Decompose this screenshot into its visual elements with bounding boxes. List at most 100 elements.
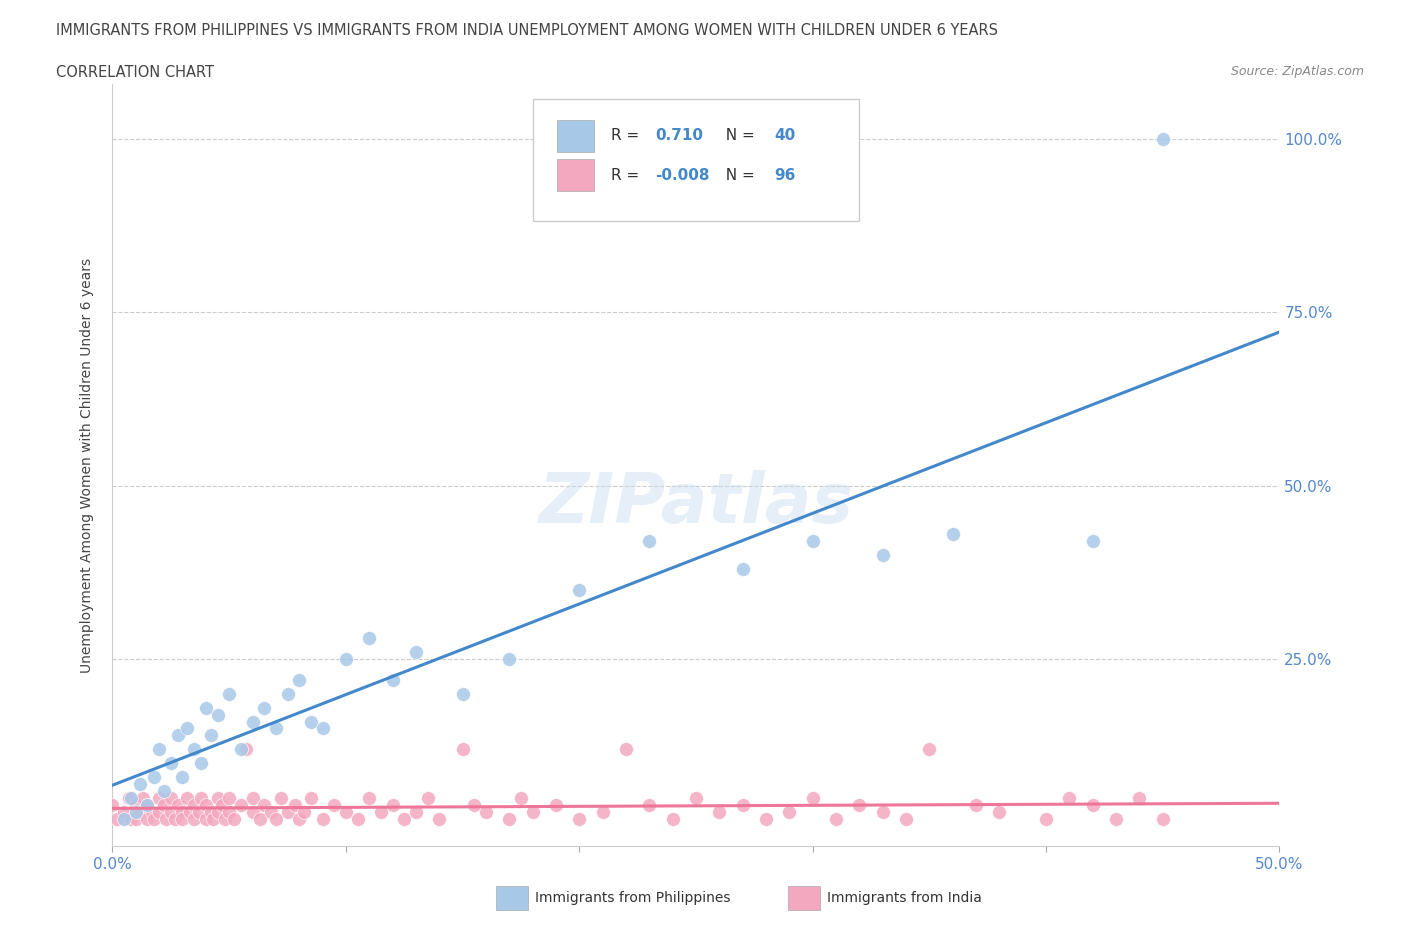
Point: [183, 811, 205, 826]
Point: [392, 811, 416, 826]
Point: [709, 804, 731, 819]
Point: [568, 582, 591, 597]
Point: [229, 742, 252, 757]
Point: [229, 797, 252, 812]
Point: [323, 797, 346, 812]
Point: [335, 804, 357, 819]
Point: [207, 707, 229, 722]
Point: [249, 811, 271, 826]
Point: [359, 631, 381, 645]
Point: [498, 652, 520, 667]
Point: [451, 686, 474, 701]
Point: [755, 811, 778, 826]
Point: [416, 790, 439, 805]
Point: [136, 811, 159, 826]
Point: [544, 797, 567, 812]
Point: [638, 797, 661, 812]
Point: [187, 804, 209, 819]
Point: [132, 790, 155, 805]
Point: [179, 804, 201, 819]
Point: [475, 804, 498, 819]
Point: [218, 686, 240, 701]
FancyBboxPatch shape: [533, 99, 859, 221]
Point: [118, 790, 141, 805]
Point: [1081, 797, 1104, 812]
Point: [405, 804, 427, 819]
Point: [125, 811, 148, 826]
FancyBboxPatch shape: [557, 159, 595, 192]
Point: [260, 804, 283, 819]
Point: [942, 527, 965, 542]
Point: [1152, 811, 1174, 826]
Text: -0.008: -0.008: [655, 167, 710, 182]
Point: [801, 534, 824, 549]
Point: [143, 769, 166, 784]
FancyBboxPatch shape: [557, 120, 595, 152]
Point: [148, 790, 170, 805]
Point: [194, 811, 217, 826]
Point: [1081, 534, 1104, 549]
Point: [148, 804, 170, 819]
Point: [801, 790, 824, 805]
Point: [498, 811, 520, 826]
Text: Immigrants from Philippines: Immigrants from Philippines: [534, 891, 731, 905]
Point: [194, 700, 217, 715]
Point: [592, 804, 614, 819]
Point: [427, 811, 450, 826]
Y-axis label: Unemployment Among Women with Children Under 6 years: Unemployment Among Women with Children U…: [80, 258, 94, 672]
Point: [153, 783, 176, 798]
Point: [148, 742, 170, 757]
Point: [299, 790, 322, 805]
Point: [160, 804, 183, 819]
Point: [172, 804, 194, 819]
Text: R =: R =: [610, 128, 644, 143]
Point: [311, 721, 333, 736]
Point: [165, 811, 187, 826]
Point: [155, 811, 177, 826]
Point: [872, 804, 894, 819]
Point: [872, 548, 894, 563]
Point: [207, 804, 229, 819]
FancyBboxPatch shape: [789, 886, 820, 910]
Point: [288, 672, 311, 687]
Point: [463, 797, 485, 812]
Point: [105, 811, 128, 826]
Point: [848, 797, 870, 812]
Point: [614, 742, 637, 757]
Point: [685, 790, 707, 805]
Point: [129, 804, 152, 819]
Text: 40: 40: [775, 128, 796, 143]
Text: N =: N =: [716, 128, 759, 143]
Text: Immigrants from India: Immigrants from India: [827, 891, 981, 905]
FancyBboxPatch shape: [496, 886, 527, 910]
Point: [292, 804, 315, 819]
Point: [166, 797, 188, 812]
Text: N =: N =: [716, 167, 759, 182]
Point: [176, 721, 198, 736]
Point: [264, 811, 287, 826]
Point: [731, 797, 754, 812]
Point: [242, 804, 264, 819]
Point: [253, 797, 276, 812]
Point: [166, 728, 188, 743]
Point: [183, 742, 205, 757]
Point: [894, 811, 917, 826]
Point: [522, 804, 544, 819]
Point: [176, 790, 198, 805]
Point: [211, 797, 233, 812]
Point: [112, 804, 135, 819]
Point: [218, 804, 240, 819]
Point: [405, 644, 427, 659]
Point: [172, 769, 194, 784]
Point: [120, 811, 142, 826]
Point: [101, 797, 124, 812]
Point: [1035, 811, 1057, 826]
Point: [222, 811, 245, 826]
Point: [1152, 132, 1174, 147]
Point: [988, 804, 1011, 819]
Point: [451, 742, 474, 757]
Point: [143, 811, 166, 826]
Point: [370, 804, 392, 819]
Text: IMMIGRANTS FROM PHILIPPINES VS IMMIGRANTS FROM INDIA UNEMPLOYMENT AMONG WOMEN WI: IMMIGRANTS FROM PHILIPPINES VS IMMIGRANT…: [56, 23, 998, 38]
Point: [288, 811, 311, 826]
